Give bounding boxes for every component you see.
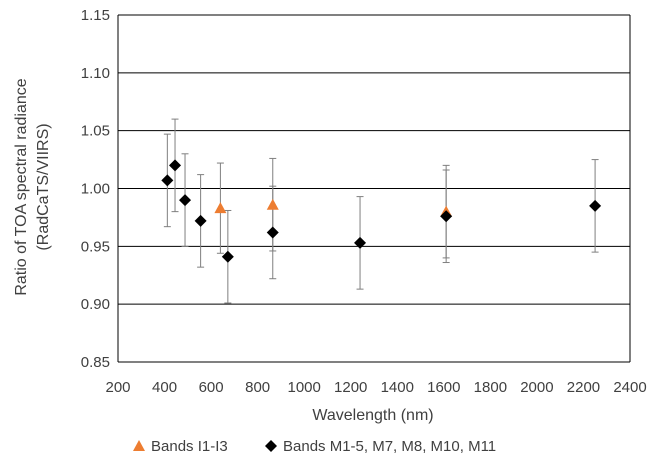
x-tick-label: 2000 [520,379,553,396]
y-axis-title-line2: (RadCaTS/VIIRS) [35,123,52,250]
data-point-diamond [440,210,453,223]
x-tick-label: 1000 [287,379,320,396]
x-axis-ticks: 200 400 600 800 1000 1200 1400 1600 1800 2000 2200… [105,379,646,396]
gridlines [117,14,631,363]
legend-diamond-icon [265,440,277,452]
x-tick-label: 400 [152,379,177,396]
y-axis-title-line1: Ratio of TOA spectral radiance [13,78,30,295]
x-tick-label: 200 [105,379,130,396]
y-tick-label: 1.05 [81,123,110,140]
y-tick-label: 0.85 [81,354,110,371]
data-point-diamond [354,236,367,249]
y-tick-label: 0.90 [81,296,110,313]
data-point-triangle [266,198,279,210]
legend-label-bands-i: Bands I1-I3 [151,438,228,455]
x-tick-label: 1800 [474,379,507,396]
x-tick-label: 2200 [567,379,600,396]
y-axis-ticks: 0.85 0.90 0.95 1.00 1.05 1.10 1.15 [81,7,110,371]
data-point-triangle [214,202,227,214]
legend: Bands I1-I3 Bands M1-5, M7, M8, M10, M11 [133,438,496,455]
data-point-diamond [589,199,602,212]
y-tick-label: 0.95 [81,238,110,255]
x-tick-label: 1600 [427,379,460,396]
data-point-diamond [161,174,174,187]
y-tick-label: 1.10 [81,65,110,82]
y-tick-label: 1.15 [81,7,110,24]
legend-label-bands-m: Bands M1-5, M7, M8, M10, M11 [283,438,496,455]
x-axis-title: Wavelength (nm) [312,407,433,424]
data-markers [161,159,602,263]
error-bars [163,118,599,304]
y-axis-title: Ratio of TOA spectral radiance (RadCaTS/… [13,78,52,295]
data-point-diamond [179,194,192,207]
x-tick-label: 1200 [334,379,367,396]
legend-triangle-icon [133,440,145,451]
y-tick-label: 1.00 [81,181,110,198]
data-point-diamond [169,159,182,172]
x-tick-label: 1400 [381,379,414,396]
x-tick-label: 800 [245,379,270,396]
data-point-diamond [194,214,207,227]
x-tick-label: 600 [199,379,224,396]
data-point-diamond [221,250,234,263]
x-tick-label: 2400 [613,379,646,396]
data-point-diamond [266,226,279,239]
